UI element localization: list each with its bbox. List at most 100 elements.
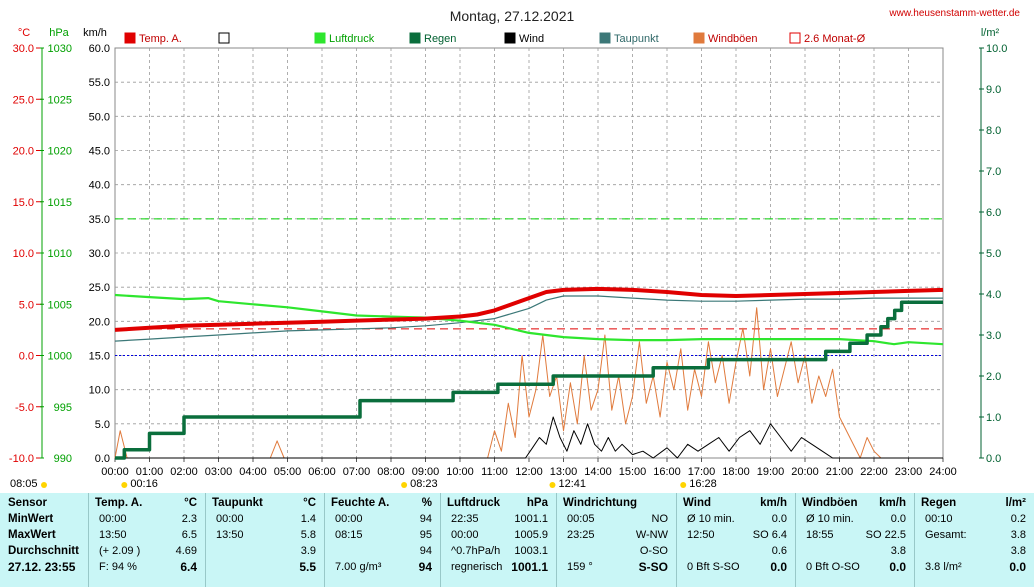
stats-row: 27.12. 23:55 — [0, 560, 88, 575]
stats-row: 08:15 95 — [325, 528, 440, 543]
rain-tick-label: 2.0 — [986, 371, 1001, 383]
x-tick-label: 18:00 — [722, 466, 750, 478]
stat-time: 12:50 — [687, 529, 715, 541]
rain-tick-label: 1.0 — [986, 412, 1001, 424]
sensor-row-label: MinWert — [8, 513, 54, 525]
temp-tick-label: 15.0 — [13, 197, 34, 209]
wind-tick-label: 45.0 — [89, 146, 110, 158]
stat-time: 23:25 — [567, 529, 595, 541]
stats-row: 3.9 — [206, 544, 324, 559]
stat-current-value: 6.4 — [180, 560, 197, 574]
rain-tick-label: 5.0 — [986, 248, 1001, 260]
pressure-tick-label: 990 — [54, 453, 72, 465]
wind-tick-label: 30.0 — [89, 248, 110, 260]
temp-tick-label: -10.0 — [9, 453, 34, 465]
stat-value: 1.4 — [300, 513, 316, 525]
wind-tick-label: 5.0 — [95, 419, 110, 431]
stats-row: 159 ° S-SO — [557, 560, 676, 575]
x-tick-label: 13:00 — [550, 466, 578, 478]
stat-value: 95 — [419, 529, 432, 541]
stat-value: SO 22.5 — [865, 529, 906, 541]
x-tick-label: 04:00 — [239, 466, 267, 478]
section-header: Wind — [683, 497, 711, 509]
section-header: Regen — [921, 497, 957, 509]
pressure-tick-label: 1010 — [48, 248, 72, 260]
rain-tick-label: 3.0 — [986, 330, 1001, 342]
stats-section-temp: Temp. A. °C 00:00 2.3 13:50 6.5 (+ 2.09 ) 4.69 F… — [89, 493, 206, 587]
stat-time: 18:55 — [806, 529, 834, 541]
legend-swatch — [789, 32, 801, 44]
stats-row: 3.8 — [796, 544, 914, 559]
pressure-tick-label: 1000 — [48, 351, 72, 363]
pressure-axis-unit: hPa — [49, 27, 69, 39]
section-unit: l/m² — [1005, 497, 1026, 509]
legend-swatch — [314, 32, 326, 44]
legend: Temp. A. Luftdruck Regen Wind Taupunkt Windbö… — [124, 32, 866, 45]
stats-row: MaxWert — [0, 528, 88, 543]
stat-time: 00:05 — [567, 513, 595, 525]
stats-row: 0 Bft O-SO 0.0 — [796, 560, 914, 575]
stats-row: O-SO — [557, 544, 676, 559]
x-tick-label: 00:00 — [101, 466, 129, 478]
stats-row: 3.8 l/m² 0.0 — [915, 560, 1034, 575]
stat-value: 0.0 — [771, 513, 787, 525]
temp-tick-label: 5.0 — [19, 299, 34, 311]
stat-value: O-SO — [639, 545, 668, 557]
x-tick-label: 16:00 — [653, 466, 681, 478]
section-header: Taupunkt — [212, 497, 263, 509]
legend-swatch — [124, 32, 136, 44]
stats-table: Sensor MinWert MaxWert Durchschnitt 27.12. 2… — [0, 493, 1034, 587]
legend-label: Luftdruck — [329, 33, 375, 45]
stat-time: 00:10 — [925, 513, 953, 525]
stats-row: ^0.7hPa/h 1003.1 — [441, 544, 556, 559]
wind-axis-unit: km/h — [83, 27, 107, 39]
stat-value: 1005.9 — [514, 529, 548, 541]
stats-row: Windrichtung — [557, 496, 676, 511]
section-unit: hPa — [526, 497, 548, 509]
sensor-row-label: Durchschnitt — [8, 545, 79, 557]
x-tick-label: 12:00 — [515, 466, 543, 478]
stat-time: Gesamt: — [925, 529, 967, 541]
stat-footer-note: 0 Bft O-SO — [806, 561, 860, 573]
x-tick-label: 07:00 — [343, 466, 371, 478]
stat-footer-note: F: 94 % — [99, 561, 137, 573]
pressure-tick-label: 1005 — [48, 299, 72, 311]
rain-tick-label: 4.0 — [986, 289, 1001, 301]
pressure-tick-label: 995 — [54, 402, 72, 414]
website-link[interactable]: www.heusenstamm-wetter.de — [888, 8, 1020, 19]
stats-row: 0.6 — [677, 544, 795, 559]
legend-label: Taupunkt — [614, 33, 659, 45]
time-marker-dot — [401, 482, 408, 488]
sensor-date: 27.12. 23:55 — [8, 560, 76, 574]
stat-footer-note: regnerisch — [451, 561, 503, 573]
rain-tick-label: 8.0 — [986, 125, 1001, 137]
x-tick-label: 24:00 — [929, 466, 957, 478]
section-header: Windrichtung — [563, 497, 637, 509]
plot-area: 00:00 01:00 02:00 03:00 04:00 05:00 06:00 07:00… — [9, 43, 1008, 490]
series-temp-a- — [114, 286, 944, 332]
pressure-tick-label: 1020 — [48, 146, 72, 158]
stat-value: 3.8 — [1010, 529, 1026, 541]
time-marker-dot — [549, 482, 556, 488]
stat-value: 6.5 — [181, 529, 197, 541]
legend-label: Windböen — [708, 33, 758, 45]
x-tick-label: 05:00 — [274, 466, 302, 478]
rain-tick-label: 7.0 — [986, 166, 1001, 178]
stats-sensor-column: Sensor MinWert MaxWert Durchschnitt 27.12. 2… — [0, 493, 89, 587]
stat-current-value: 0.0 — [889, 560, 906, 574]
stat-value: 3.8 — [1010, 545, 1026, 557]
stats-row: (+ 2.09 ) 4.69 — [89, 544, 205, 559]
legend-label: Regen — [424, 33, 456, 45]
x-tick-label: 14:00 — [584, 466, 612, 478]
stats-section-gust: Windböen km/h Ø 10 min. 0.0 18:55 SO 22.5 3.8 0… — [796, 493, 915, 587]
wind-tick-label: 15.0 — [89, 351, 110, 363]
series-taupunkt — [114, 295, 943, 342]
stats-row: F: 94 % 6.4 — [89, 560, 205, 575]
stats-row: Temp. A. °C — [89, 496, 205, 511]
x-tick-label: 21:00 — [826, 466, 854, 478]
time-marker-dot — [121, 482, 128, 488]
stats-row: Wind km/h — [677, 496, 795, 511]
legend-swatch — [218, 32, 230, 44]
stats-section-hum: Feuchte A.% 00:00 94 08:15 95 94 7.00 g/m³ 94 — [325, 493, 441, 587]
legend-swatch — [599, 32, 611, 44]
